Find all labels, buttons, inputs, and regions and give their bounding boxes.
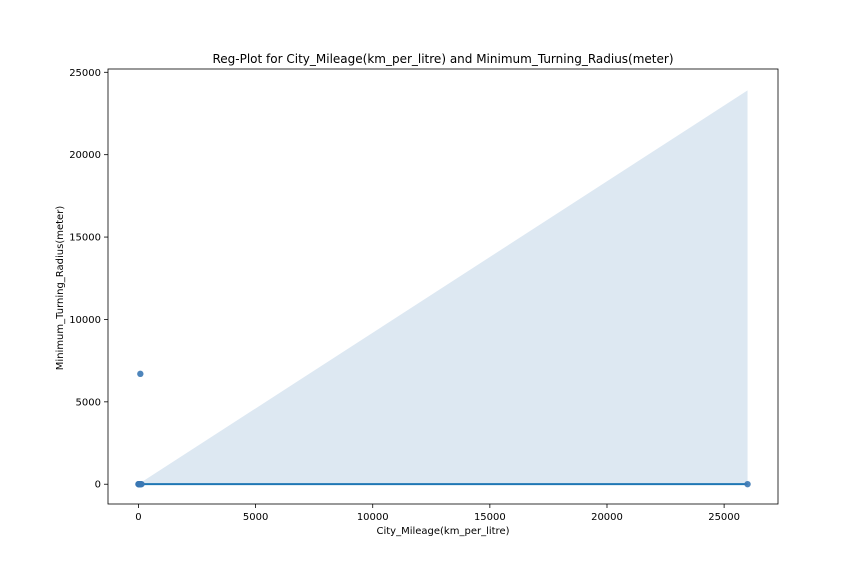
y-axis-label: Minimum_Turning_Radius(meter) (55, 206, 66, 371)
confidence-band-layer (138, 90, 748, 485)
y-tick-label: 5000 (76, 397, 101, 408)
plot-frame (107, 68, 779, 505)
scatter-point (138, 480, 145, 488)
scatter-point (137, 370, 144, 378)
y-tick-label: 0 (95, 480, 101, 491)
y-tick-label: 20000 (69, 150, 101, 161)
x-tick-label: 15000 (474, 512, 506, 523)
x-tick-label: 5000 (243, 512, 268, 523)
confidence-band (138, 90, 748, 485)
y-tick-label: 10000 (69, 315, 101, 326)
x-axis-label: City_Mileage(km_per_litre) (376, 526, 509, 537)
y-tick-label: 15000 (69, 233, 101, 244)
scatter-point (744, 480, 751, 488)
y-tick-label: 25000 (69, 68, 101, 79)
x-axis-ticks: 0 5000 10000 15000 20000 25000 (135, 504, 740, 523)
x-tick-label: 20000 (591, 512, 623, 523)
y-axis-ticks: 0 5000 10000 15000 20000 25000 (69, 68, 108, 491)
chart-title: Reg-Plot for City_Mileage(km_per_litre) … (212, 52, 673, 66)
scatter-points-layer (135, 370, 751, 488)
x-tick-label: 0 (135, 512, 141, 523)
x-tick-label: 10000 (357, 512, 389, 523)
x-tick-label: 25000 (708, 512, 740, 523)
